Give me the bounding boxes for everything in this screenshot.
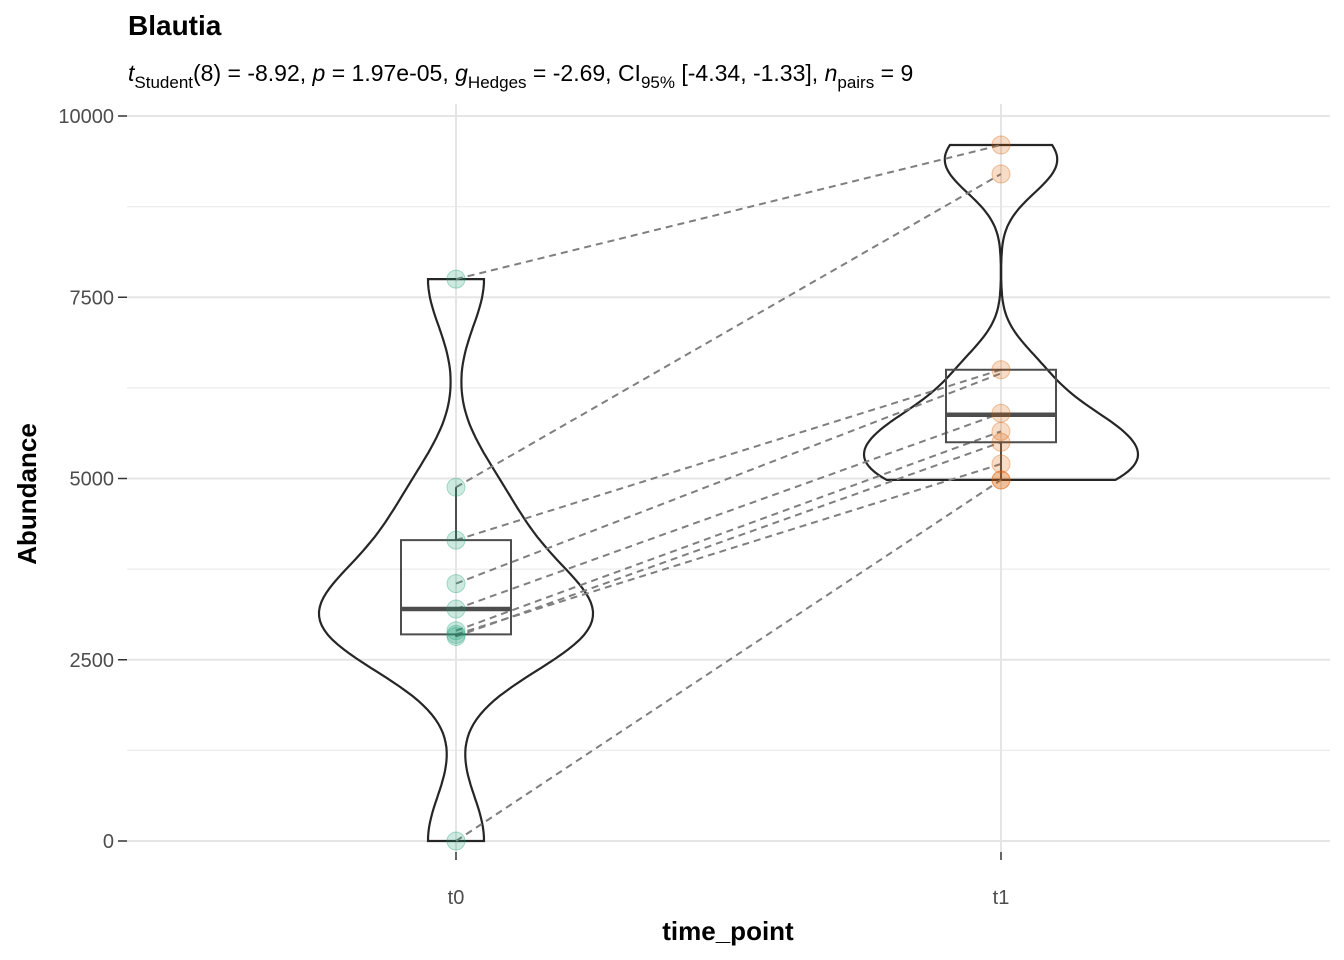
x-axis-ticks: t0 t1 xyxy=(448,852,1010,909)
y-tick-label: 10000 xyxy=(58,106,114,128)
data-point-t1 xyxy=(991,454,1011,474)
n-symbol: n xyxy=(824,60,838,86)
chart-subtitle: tStudent(8) = -8.92, p = 1.97e-05, gHedg… xyxy=(128,60,914,92)
data-point-t1 xyxy=(991,360,1011,380)
pair-line xyxy=(455,441,1002,638)
ci-value: [-4.34, -1.33], xyxy=(674,60,825,86)
data-point-t1 xyxy=(991,403,1011,423)
y-tick-label: 0 xyxy=(103,831,114,853)
data-point-t1 xyxy=(991,164,1011,184)
pair-lines xyxy=(455,144,1002,842)
g-symbol: g xyxy=(455,60,468,86)
pair-line xyxy=(455,144,1002,281)
y-tick-label: 7500 xyxy=(70,287,115,309)
data-point-t0 xyxy=(446,574,466,594)
data-point-t0 xyxy=(446,621,466,641)
data-point-t1 xyxy=(991,135,1011,155)
y-tick-label: 5000 xyxy=(70,469,115,491)
g-value: = -2.69, CI xyxy=(526,60,641,86)
pair-line xyxy=(455,479,1002,842)
p-symbol: p xyxy=(312,60,326,86)
x-tick-label: t1 xyxy=(993,887,1010,909)
pair-line xyxy=(455,368,1002,542)
data-point-t1 xyxy=(991,470,1011,490)
y-tick-label: 2500 xyxy=(70,650,115,672)
stat-subscript: Student xyxy=(134,73,193,92)
data-point-t1 xyxy=(991,421,1011,441)
x-tick-label: t0 xyxy=(448,887,465,909)
data-point-t0 xyxy=(446,627,466,647)
data-point-t1 xyxy=(991,470,1011,490)
data-point-t0 xyxy=(446,477,466,497)
y-axis-title: Abundance xyxy=(12,423,42,565)
violins xyxy=(317,143,1140,843)
n-subscript: pairs xyxy=(837,73,875,92)
box-t1 xyxy=(945,368,1057,444)
n-value: = 9 xyxy=(874,60,914,86)
data-points xyxy=(446,135,1011,851)
pair-line xyxy=(455,412,1002,610)
g-subscript: Hedges xyxy=(467,73,527,92)
chart-title: Blautia xyxy=(128,10,222,41)
ci-subscript: 95% xyxy=(640,73,675,92)
p-value: = 1.97e-05, xyxy=(325,60,456,86)
violin-t0 xyxy=(317,278,595,843)
pair-line xyxy=(455,430,1002,632)
x-axis-title: time_point xyxy=(662,916,794,946)
data-point-t1 xyxy=(991,432,1011,452)
y-axis-ticks: 0 2500 5000 7500 10000 xyxy=(58,106,127,853)
box-t0 xyxy=(400,539,512,636)
data-point-t0 xyxy=(446,624,466,644)
pair-line xyxy=(455,463,1002,636)
stat-symbol: t xyxy=(128,60,135,86)
data-point-t0 xyxy=(446,831,466,851)
boxplots xyxy=(400,368,1057,637)
pair-line xyxy=(455,372,1002,585)
pair-line xyxy=(455,173,1002,489)
data-point-t0 xyxy=(446,599,466,619)
stat-value: (8) = -8.92, xyxy=(193,60,313,86)
data-point-t0 xyxy=(446,530,466,550)
data-point-t0 xyxy=(446,269,466,289)
